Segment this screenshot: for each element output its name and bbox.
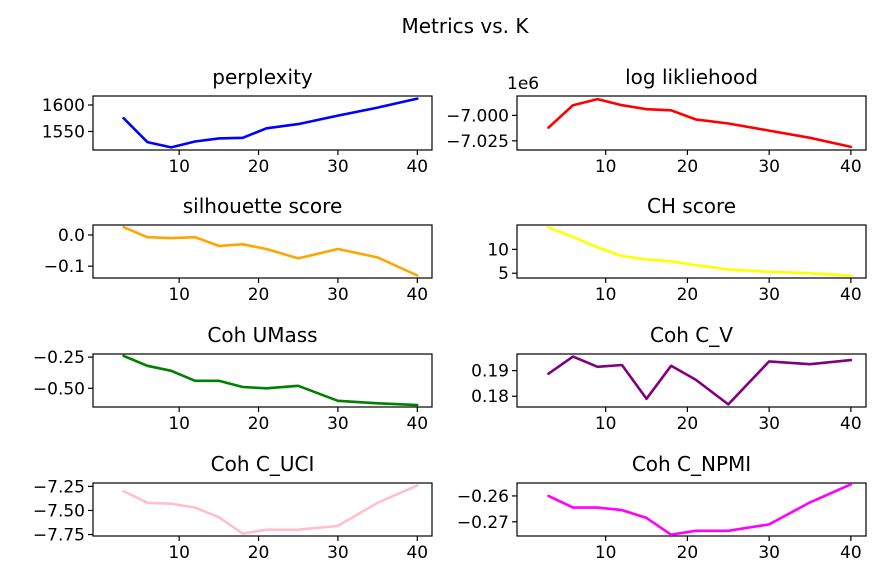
x-tick-label: 10	[595, 157, 617, 177]
y-tick-label: −7.50	[33, 501, 85, 521]
y-tick-label: −0.1	[44, 257, 85, 277]
x-tick-label: 40	[406, 157, 428, 177]
x-tick-label: 10	[168, 285, 190, 305]
y-tick-label: 5	[498, 264, 509, 284]
y-tick-label: −0.26	[457, 487, 509, 507]
y-tick-label: −7.000	[446, 106, 509, 126]
chart-title: silhouette score	[183, 194, 343, 218]
x-tick-label: 30	[758, 285, 780, 305]
x-tick-label: 20	[248, 543, 270, 563]
axes-frame	[92, 95, 433, 151]
panel-1: perplexity 10 20 30 40 1550 1600	[42, 65, 433, 177]
y-tick-label: −0.50	[33, 379, 85, 399]
axes-frame	[92, 482, 433, 537]
y-tick-label: −7.025	[446, 132, 509, 152]
x-tick-label: 10	[595, 543, 617, 563]
y-offset-label: 1e6	[507, 74, 539, 94]
x-tick-label: 20	[677, 414, 699, 434]
y-tick-label: −7.75	[33, 526, 85, 546]
panel-8: Coh C_NPMI 10 20 30 40 −0.27 −0.26	[457, 452, 867, 563]
x-tick-label: 40	[840, 414, 862, 434]
series-line	[547, 226, 853, 277]
chart-title: log likliehood	[625, 65, 758, 89]
panel-7: Coh C_UCI 10 20 30 40 −7.75 −7.50 −7.25	[33, 452, 433, 563]
chart-title: CH score	[647, 194, 736, 218]
x-tick-label: 10	[168, 414, 190, 434]
panel-3: silhouette score 10 20 30 40 −0.1 0.0	[44, 194, 433, 305]
x-tick-label: 20	[677, 157, 699, 177]
y-tick-label: 10	[487, 240, 509, 260]
x-tick-label: 20	[248, 414, 270, 434]
chart-title: Coh C_NPMI	[632, 452, 751, 476]
chart-title: Coh C_V	[650, 323, 733, 347]
panel-4: CH score 10 20 30 40 5 10	[487, 194, 867, 305]
x-tick-label: 10	[595, 285, 617, 305]
y-tick-label: 1600	[42, 96, 85, 116]
series-line	[122, 484, 419, 535]
series-line	[122, 225, 419, 277]
x-tick-label: 30	[758, 157, 780, 177]
axes-frame	[92, 224, 433, 279]
series-line	[547, 97, 853, 149]
y-tick-label: −7.25	[33, 477, 85, 497]
x-tick-label: 40	[406, 285, 428, 305]
x-tick-label: 20	[677, 543, 699, 563]
series-line	[122, 97, 419, 149]
x-tick-label: 40	[406, 414, 428, 434]
axes-frame	[516, 482, 867, 537]
x-tick-label: 10	[168, 157, 190, 177]
panel-6: Coh C_V 10 20 30 40 0.18 0.19	[471, 323, 867, 434]
x-tick-label: 30	[327, 543, 349, 563]
panel-2: log likliehood 1e6 10 20 30 40 −7.025 −7.000	[446, 65, 867, 177]
x-tick-label: 10	[168, 543, 190, 563]
series-line	[547, 355, 853, 406]
subplot-grid: perplexity 10 20 30 40 1550 1600 log likliehood…	[33, 65, 867, 563]
panel-5: Coh UMass 10 20 30 40 −0.50 −0.25	[33, 323, 433, 434]
x-tick-label: 20	[677, 285, 699, 305]
y-tick-label: 0.19	[471, 362, 509, 382]
x-tick-label: 40	[406, 543, 428, 563]
x-tick-label: 20	[248, 285, 270, 305]
x-tick-label: 40	[840, 157, 862, 177]
chart-title: Coh C_UCI	[211, 452, 315, 476]
y-tick-label: 1550	[42, 122, 85, 142]
y-tick-label: 0.0	[58, 226, 85, 246]
x-tick-label: 30	[327, 414, 349, 434]
axes-frame	[516, 353, 867, 408]
y-tick-label: 0.18	[471, 387, 509, 407]
x-tick-label: 10	[595, 414, 617, 434]
x-tick-label: 30	[758, 414, 780, 434]
x-tick-label: 30	[327, 285, 349, 305]
x-tick-label: 20	[248, 157, 270, 177]
y-tick-label: −0.27	[457, 513, 509, 533]
x-tick-label: 40	[840, 285, 862, 305]
axes-frame	[92, 353, 433, 408]
x-tick-label: 30	[758, 543, 780, 563]
series-line	[547, 482, 853, 537]
x-tick-label: 40	[840, 543, 862, 563]
chart-title: Coh UMass	[207, 323, 317, 347]
y-tick-label: −0.25	[33, 348, 85, 368]
axes-frame	[516, 224, 867, 279]
axes-frame	[516, 95, 867, 151]
figure-suptitle: Metrics vs. K	[401, 14, 529, 38]
x-tick-label: 30	[327, 157, 349, 177]
chart-title: perplexity	[212, 65, 313, 89]
series-line	[122, 354, 419, 407]
